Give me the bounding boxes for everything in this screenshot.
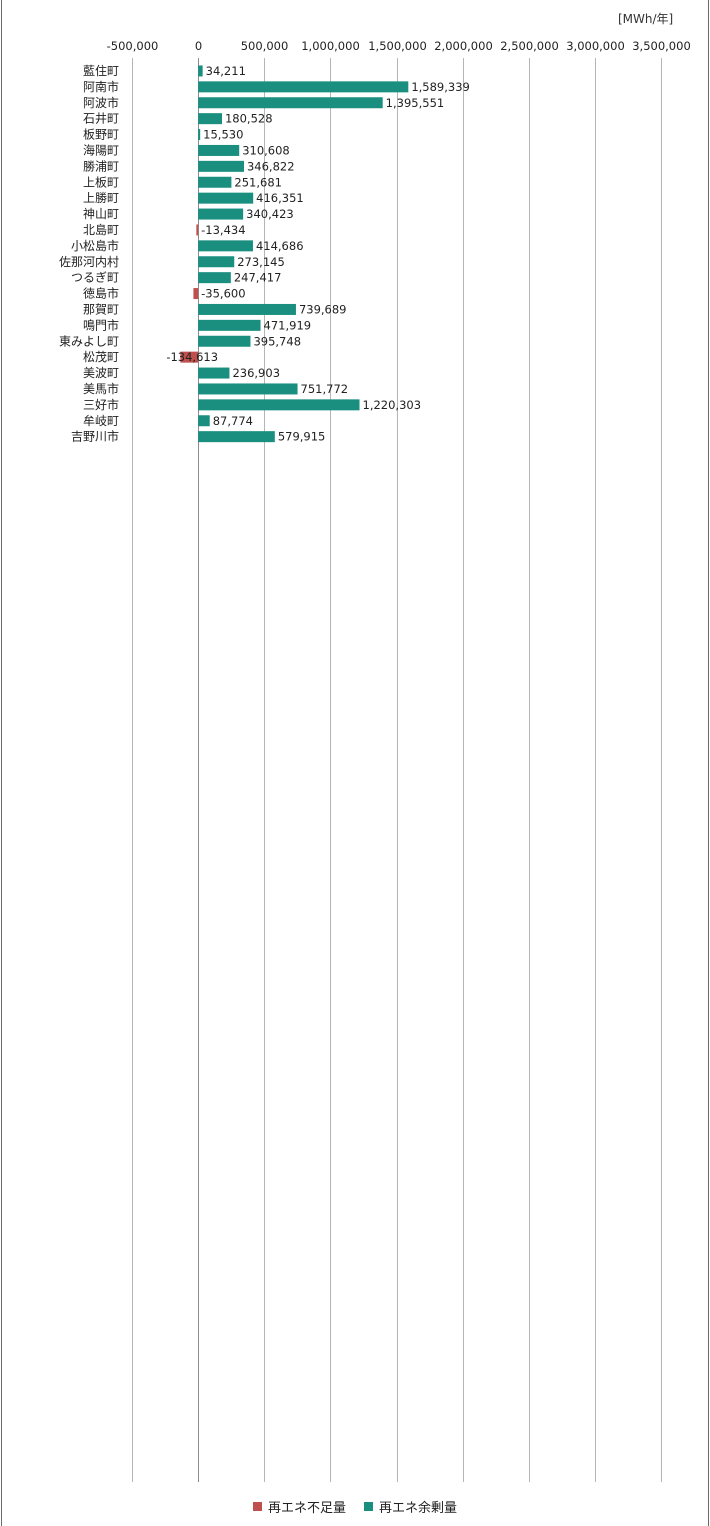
bar-surplus <box>198 81 409 93</box>
data-label: 751,772 <box>301 382 349 396</box>
bar-surplus <box>198 335 251 347</box>
category-label: 小松島市 <box>71 238 119 253</box>
bar-surplus <box>198 367 230 379</box>
bar-surplus <box>198 319 261 331</box>
data-label: 87,774 <box>213 414 253 428</box>
x-tick-label: 1,000,000 <box>301 39 360 53</box>
bar-surplus <box>198 303 296 315</box>
legend-item-deficit: 再エネ不足量 <box>252 1497 346 1516</box>
category-label: 吉野川市 <box>71 429 119 444</box>
category-label: 松茂町 <box>83 350 119 364</box>
category-label: 那賀町 <box>83 302 119 316</box>
bar-surplus <box>198 113 222 125</box>
x-tick-label: 500,000 <box>241 39 289 53</box>
data-label: 273,145 <box>237 255 285 269</box>
x-tick-label: 0 <box>195 39 202 53</box>
x-tick-label: 3,000,000 <box>566 39 625 53</box>
data-label: 247,417 <box>234 271 282 285</box>
data-label: 739,689 <box>299 302 347 316</box>
bar-surplus <box>198 144 240 156</box>
data-label: -134,613 <box>166 350 218 364</box>
data-label: 34,211 <box>206 64 246 78</box>
data-label: 579,915 <box>278 430 326 444</box>
data-label: -35,600 <box>201 287 245 301</box>
data-label: 395,748 <box>253 334 301 348</box>
bar-surplus <box>198 97 383 109</box>
bar-surplus <box>198 431 275 443</box>
data-label: 180,528 <box>225 112 273 126</box>
bar-surplus <box>198 129 201 141</box>
bar-surplus <box>198 272 231 284</box>
category-label: 藍住町 <box>83 64 119 78</box>
category-label: 勝浦町 <box>83 158 119 173</box>
category-label: 石井町 <box>83 112 119 126</box>
category-label: 神山町 <box>83 207 119 221</box>
legend-swatch-surplus <box>364 1502 373 1511</box>
x-tick-label: -500,000 <box>107 39 159 53</box>
data-label: 15,530 <box>203 128 243 142</box>
category-label: 北島町 <box>83 222 119 237</box>
bars <box>180 65 409 443</box>
category-label: 美波町 <box>83 366 119 380</box>
x-tick-label: 3,500,000 <box>632 39 691 53</box>
category-label: 阿波市 <box>83 95 119 110</box>
category-label: 板野町 <box>83 128 119 142</box>
bar-deficit <box>180 351 199 363</box>
data-label: -13,434 <box>201 223 245 237</box>
data-label: 414,686 <box>256 239 304 253</box>
category-label: 上勝町 <box>83 190 119 205</box>
data-label: 346,822 <box>247 159 295 173</box>
category-label: 阿南市 <box>83 79 119 94</box>
category-label: 美馬市 <box>83 381 119 396</box>
bar-surplus <box>198 256 235 268</box>
bar-surplus <box>198 208 244 220</box>
category-label: 牟岐町 <box>83 413 119 428</box>
x-tick-label: 2,000,000 <box>434 39 493 53</box>
x-tick-label: 1,500,000 <box>368 39 427 53</box>
category-label: 海陽町 <box>83 142 119 157</box>
data-label: 416,351 <box>256 191 304 205</box>
category-label: 佐那河内村 <box>59 255 119 269</box>
category-label: つるぎ町 <box>71 271 119 285</box>
x-tick-label: 2,500,000 <box>500 39 559 53</box>
data-label: 236,903 <box>232 366 280 380</box>
data-label: 471,919 <box>264 318 312 332</box>
category-label: 上板町 <box>83 175 119 189</box>
x-axis-ticks: -500,000 0 500,000 1,000,000 1,500,000 2,000,… <box>107 39 691 53</box>
data-labels: 34,211 1,589,339 1,395,551 180,528 15,530310… <box>166 64 470 444</box>
bar-surplus <box>198 399 360 411</box>
bar-surplus <box>198 176 232 188</box>
y-axis-categories: 藍住町阿南市阿波市石井町板野町海陽町勝浦町上板町上勝町神山町北島町小松島市佐那河… <box>59 64 119 444</box>
data-label: 1,589,339 <box>411 80 470 94</box>
category-label: 三好市 <box>83 397 119 412</box>
legend: 再エネ不足量 再エネ余剰量 <box>0 1497 710 1516</box>
unit-label: [MWh/年] <box>618 12 674 26</box>
data-label: 310,608 <box>242 143 290 157</box>
category-label: 鳴門市 <box>83 317 119 332</box>
bar-surplus <box>198 240 253 252</box>
legend-item-surplus: 再エネ余剰量 <box>364 1497 457 1516</box>
bar-deficit <box>196 224 199 236</box>
data-label: 1,220,303 <box>363 398 422 412</box>
data-label: 1,395,551 <box>386 96 445 110</box>
bar-surplus <box>198 160 244 172</box>
gridlines <box>132 58 662 1482</box>
data-label: 340,423 <box>246 207 294 221</box>
bar-surplus <box>198 192 254 204</box>
data-label: 251,681 <box>234 175 282 189</box>
bar-deficit <box>193 288 199 300</box>
category-label: 東みよし町 <box>59 334 119 348</box>
legend-label-surplus: 再エネ余剰量 <box>379 1501 458 1516</box>
legend-swatch-deficit <box>252 1502 262 1511</box>
legend-label-deficit: 再エネ不足量 <box>267 1501 346 1516</box>
category-label: 徳島市 <box>83 286 119 301</box>
bar-surplus <box>198 383 298 395</box>
bar-surplus <box>198 415 210 427</box>
bar-surplus <box>198 65 203 77</box>
